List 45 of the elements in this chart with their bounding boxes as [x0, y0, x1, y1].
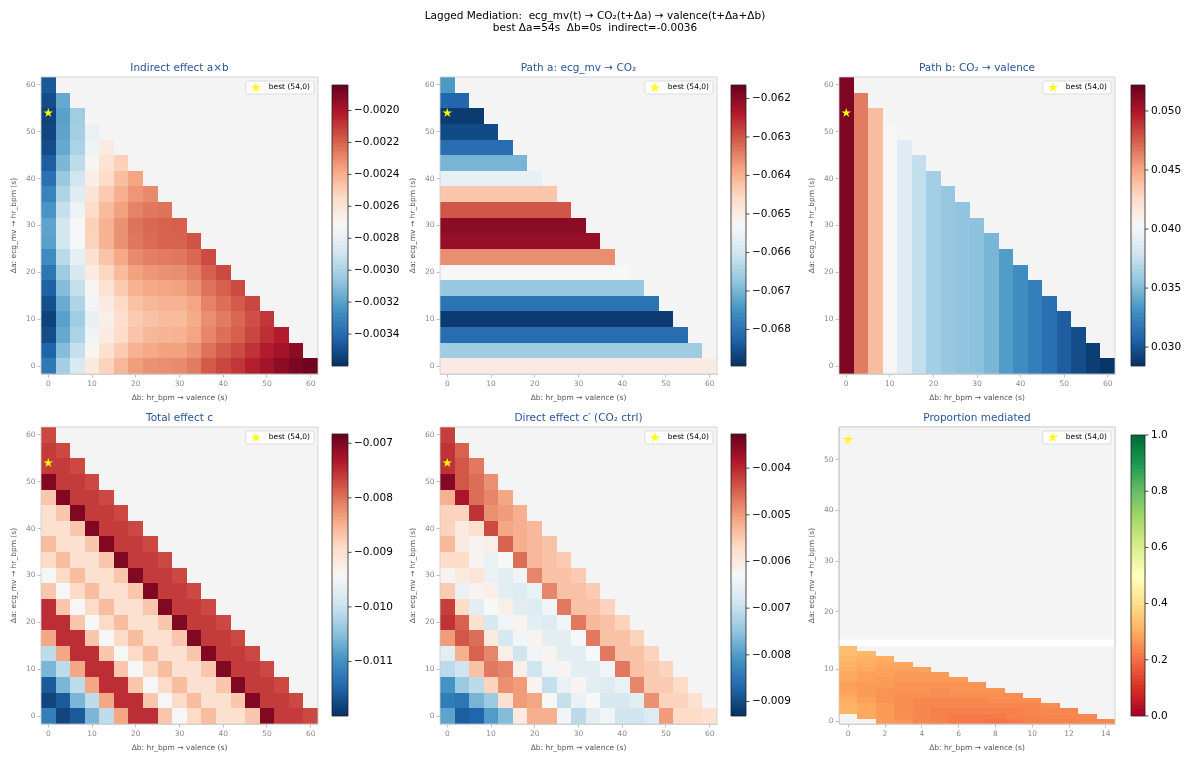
color-bar-label: −0.062	[752, 91, 791, 104]
color-bar-label: 0.050	[1151, 103, 1182, 116]
color-bar-label: −0.007	[752, 600, 791, 613]
color-bar-label: 0.4	[1151, 596, 1169, 609]
color-bar-label: −0.0032	[354, 294, 400, 307]
color-bar-label: 1.0	[1151, 427, 1168, 440]
chart-title: Indirect effect a×b	[130, 61, 230, 73]
color-bar-label: −0.008	[354, 490, 393, 503]
chart-title: Total effect c	[144, 411, 214, 423]
color-bar-label: 0.0	[1151, 708, 1168, 721]
color-bar-label: −0.009	[752, 694, 791, 707]
color-bar-label: −0.068	[752, 322, 791, 335]
text: Lagged Mediation: ecg_mv(t) → CO₂(t+Δa) → valence(t+Δa+Δb)	[424, 9, 766, 21]
chart-title: Path a: ecg_mv → CO₂	[520, 61, 637, 74]
color-bar-label: 0.030	[1151, 339, 1182, 352]
color-bar-label: −0.011	[354, 654, 393, 667]
color-bar-label: −0.065	[752, 206, 791, 219]
color-bar-label: −0.010	[354, 599, 393, 612]
color-bar-label: −0.064	[752, 168, 792, 181]
color-bar-label: 0.8	[1151, 483, 1168, 496]
color-bar-label: −0.0034	[354, 326, 400, 339]
color-bar-label: −0.0024	[354, 167, 400, 180]
color-bar-label: 0.6	[1151, 540, 1169, 553]
color-bar-label: −0.063	[752, 129, 791, 142]
color-bar-label: −0.0030	[354, 262, 400, 275]
color-bar-label: −0.066	[752, 245, 792, 258]
color-bar-label: −0.067	[752, 283, 791, 296]
chart-title: Path b: CO₂ → valence	[918, 61, 1036, 73]
color-bar-label: −0.0026	[354, 199, 400, 212]
color-bar-label: −0.007	[354, 436, 393, 449]
color-bar-label: 0.035	[1151, 280, 1182, 293]
color-bar-label: −0.004	[752, 460, 792, 473]
color-bar-label: 0.045	[1151, 162, 1182, 175]
color-bar-label: −0.0028	[354, 231, 400, 244]
color-bar-label: −0.005	[752, 507, 791, 520]
color-bar-label: −0.009	[354, 545, 393, 558]
color-bar-label: 0.040	[1151, 221, 1182, 234]
color-bar-label: −0.0020	[354, 103, 400, 116]
color-bar-label: −0.008	[752, 647, 791, 660]
color-bar-label: −0.0022	[354, 135, 400, 148]
chart-title: Direct effect c′ (CO₂ ctrl)	[514, 411, 643, 423]
color-bar-label: 0.2	[1151, 652, 1168, 665]
text: best Δa=54s Δb=0s indirect=-0.0036	[492, 21, 698, 33]
color-bar-label: −0.006	[752, 554, 792, 567]
chart-title: Proportion mediated	[923, 411, 1031, 423]
